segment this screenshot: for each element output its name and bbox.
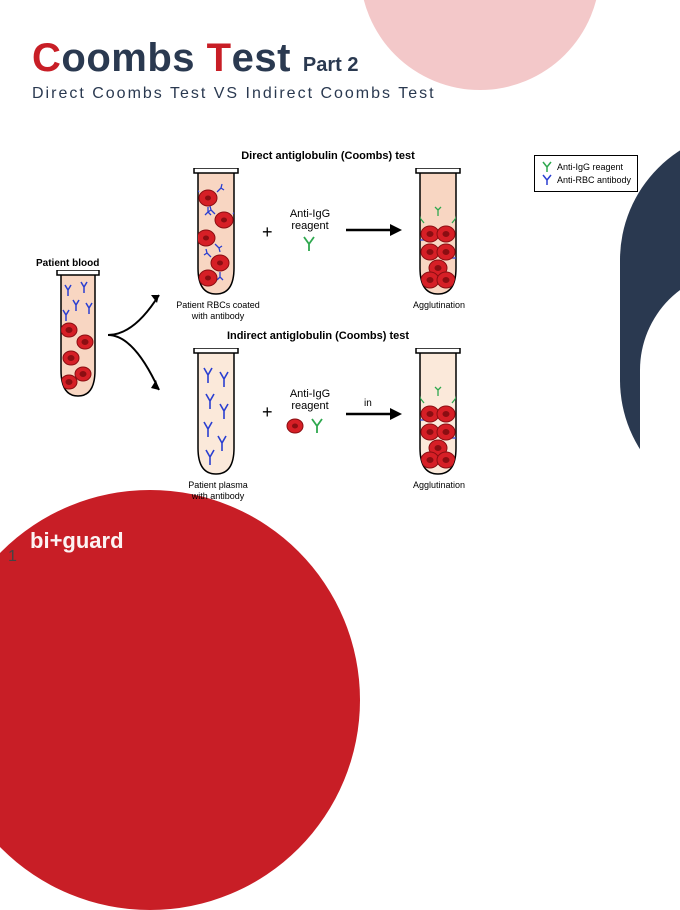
arrow-direct bbox=[346, 222, 402, 238]
title-word1-initial: C bbox=[32, 36, 61, 80]
title-word2-initial: T bbox=[207, 36, 232, 80]
plasma-caption: Patient plasma with antibody bbox=[173, 480, 263, 502]
agglutination-indirect-caption: Agglutination bbox=[404, 480, 474, 491]
indirect-title: Indirect antiglobulin (Coombs) test bbox=[178, 330, 458, 342]
reagent-y-indirect bbox=[310, 418, 324, 434]
reagent-label-direct: Anti-IgG reagent bbox=[280, 208, 340, 232]
title-word1-rest: oombs bbox=[61, 36, 195, 80]
logo: bi+guard bbox=[30, 528, 124, 554]
page-number: 1 bbox=[8, 548, 17, 566]
plus-indirect: + bbox=[262, 402, 273, 423]
title-part: Part 2 bbox=[303, 54, 359, 77]
plus-direct: + bbox=[262, 222, 273, 243]
header: Coombs Test Part 2 Direct Coombs Test VS… bbox=[32, 36, 436, 103]
arrow-indirect bbox=[346, 406, 402, 422]
title: Coombs Test Part 2 bbox=[32, 36, 436, 81]
logo-pre: bi bbox=[30, 528, 50, 553]
reagent-rbc-indirect bbox=[286, 418, 304, 434]
direct-agglutination-tube bbox=[410, 168, 466, 298]
direct-coated-tube bbox=[188, 168, 244, 298]
reagent-y-direct bbox=[302, 236, 316, 252]
indirect-plasma-tube bbox=[188, 348, 244, 478]
direct-title: Direct antiglobulin (Coombs) test bbox=[198, 150, 458, 162]
patient-blood-label: Patient blood bbox=[36, 258, 99, 270]
plus-icon: + bbox=[50, 528, 63, 553]
logo-post: guard bbox=[62, 528, 123, 553]
subtitle: Direct Coombs Test VS Indirect Coombs Te… bbox=[32, 85, 436, 103]
coated-caption: Patient RBCs coated with antibody bbox=[168, 300, 268, 322]
patient-blood-tube bbox=[53, 270, 103, 400]
agglutination-direct-caption: Agglutination bbox=[404, 300, 474, 311]
indirect-agglutination-tube bbox=[410, 348, 466, 478]
diagram: Direct antiglobulin (Coombs) test Indire… bbox=[18, 150, 658, 510]
reagent-label-indirect: Anti-IgG reagent bbox=[280, 388, 340, 412]
title-word2-rest: est bbox=[232, 36, 291, 80]
